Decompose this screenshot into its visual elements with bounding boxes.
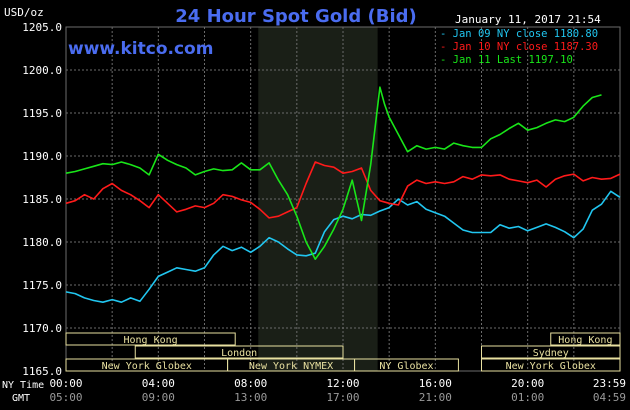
market-label: NY Globex: [379, 361, 433, 372]
market-label: Hong Kong: [124, 335, 178, 346]
y-tick-label: 1200.0: [22, 64, 62, 77]
x-tick-label-gmt: 04:59: [593, 391, 626, 404]
market-label: New York Globex: [102, 361, 192, 372]
unit-label: USD/oz: [4, 6, 44, 19]
market-box: [134, 345, 344, 359]
legend-jan11: - Jan 11 Last 1197.10: [440, 54, 573, 66]
x-tick-label-ny: 23:59: [593, 377, 626, 390]
market-box: [550, 332, 621, 346]
series-line-1: [65, 161, 621, 219]
x-tick-label-ny: 16:00: [419, 377, 452, 390]
x-tick-labels: 00:00 04:00 08:00 12:00 16:00 20:00 23:59 05:00…: [49, 377, 626, 404]
y-tick-label: 1185.0: [22, 193, 62, 206]
y-tick-labels: 1165.0 1170.0 1175.0 1180.0 1185.0 1190.0 1195…: [22, 21, 62, 378]
market-label: Sydney: [533, 348, 569, 359]
chart-title: 24 Hour Spot Gold (Bid): [175, 6, 416, 27]
x-tick-label-gmt: 13:00: [234, 391, 267, 404]
y-tick-label: 1205.0: [22, 21, 62, 34]
y-tick-label: 1170.0: [22, 322, 62, 335]
market-sessions: Hong Kong Hong Kong London Sydney New York G…: [65, 332, 621, 372]
y-tick-label: 1175.0: [22, 279, 62, 292]
y-tick-label: 1195.0: [22, 107, 62, 120]
site-watermark: www.kitco.com: [68, 39, 213, 59]
market-label: New York NYMEX: [249, 361, 333, 372]
series-line-2: [65, 86, 602, 261]
market-box: [65, 332, 236, 346]
x-tick-label-gmt: 09:00: [142, 391, 175, 404]
market-label: London: [221, 348, 257, 359]
y-tick-label: 1180.0: [22, 236, 62, 249]
x-tick-label-gmt: 21:00: [419, 391, 452, 404]
x-tick-label-ny: 08:00: [234, 377, 267, 390]
y-tick-label: 1165.0: [22, 365, 62, 378]
series-lines: [65, 86, 621, 304]
legend-jan09: - Jan 09 NY close 1180.80: [440, 28, 598, 40]
x-tick-label-gmt: 05:00: [49, 391, 82, 404]
market-box: [481, 345, 621, 359]
market-label: Hong Kong: [558, 335, 612, 346]
x-tick-label-ny: 04:00: [142, 377, 175, 390]
x-tick-label-gmt: 01:00: [511, 391, 544, 404]
x-tick-label-ny: 00:00: [49, 377, 82, 390]
x-tick-label-ny: 20:00: [511, 377, 544, 390]
series-line-0: [65, 190, 621, 304]
market-label: New York Globex: [506, 361, 596, 372]
ny-time-label: NY Time: [2, 380, 44, 391]
y-tick-label: 1190.0: [22, 150, 62, 163]
market-box: [354, 358, 459, 372]
x-tick-label-gmt: 17:00: [326, 391, 359, 404]
legend: - Jan 09 NY close 1180.80 - Jan 10 NY cl…: [440, 28, 598, 66]
gmt-label: GMT: [12, 393, 30, 404]
timestamp: January 11, 2017 21:54: [455, 13, 601, 26]
market-box: [481, 358, 621, 372]
legend-jan10: - Jan 10 NY close 1187.30: [440, 41, 598, 53]
x-tick-label-ny: 12:00: [326, 377, 359, 390]
